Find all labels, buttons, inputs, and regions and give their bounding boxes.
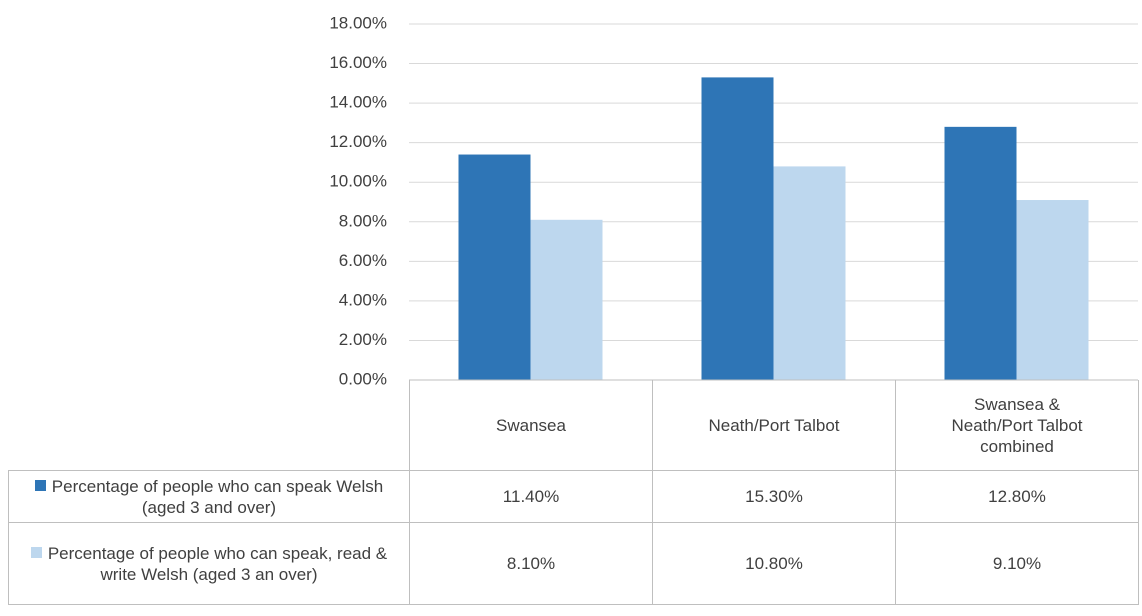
- x-tick-label: Swansea & Neath/Port Talbot combined: [895, 380, 1139, 471]
- data-label: 15.30%: [652, 470, 896, 523]
- legend-marker: [30, 546, 42, 558]
- y-tick-label: 8.00%: [339, 211, 387, 230]
- y-tick-label: 12.00%: [329, 132, 387, 151]
- y-tick-label: 10.00%: [329, 172, 387, 191]
- legend-label: Percentage of people who can speak Welsh…: [51, 476, 384, 517]
- legend-entry: Percentage of people who can speak, read…: [8, 522, 410, 605]
- legend-text: Percentage of people who can speak, read…: [17, 543, 401, 585]
- legend-label: Percentage of people who can speak, read…: [47, 543, 388, 584]
- y-tick-label: 2.00%: [339, 330, 387, 349]
- data-label: 9.10%: [895, 522, 1139, 605]
- y-tick-label: 16.00%: [329, 53, 387, 72]
- y-tick-label: 4.00%: [339, 290, 387, 309]
- bar: [530, 219, 603, 380]
- bar: [1016, 200, 1089, 380]
- y-tick-label: 14.00%: [329, 93, 387, 112]
- data-label: 8.10%: [409, 522, 653, 605]
- bar: [773, 166, 846, 380]
- x-tick-label: Neath/Port Talbot: [652, 380, 896, 471]
- y-tick-label: 0.00%: [339, 369, 387, 388]
- x-tick-label: Swansea: [409, 380, 653, 471]
- y-tick-label: 6.00%: [339, 251, 387, 270]
- data-label: 10.80%: [652, 522, 896, 605]
- bar: [701, 77, 774, 381]
- y-tick-label: 18.00%: [329, 13, 387, 32]
- legend-entry: Percentage of people who can speak Welsh…: [8, 470, 410, 523]
- bar: [944, 126, 1017, 380]
- data-label: 12.80%: [895, 470, 1139, 523]
- legend-text: Percentage of people who can speak Welsh…: [17, 476, 401, 518]
- legend-marker: [34, 479, 46, 491]
- data-label: 11.40%: [409, 470, 653, 523]
- bar: [458, 154, 531, 380]
